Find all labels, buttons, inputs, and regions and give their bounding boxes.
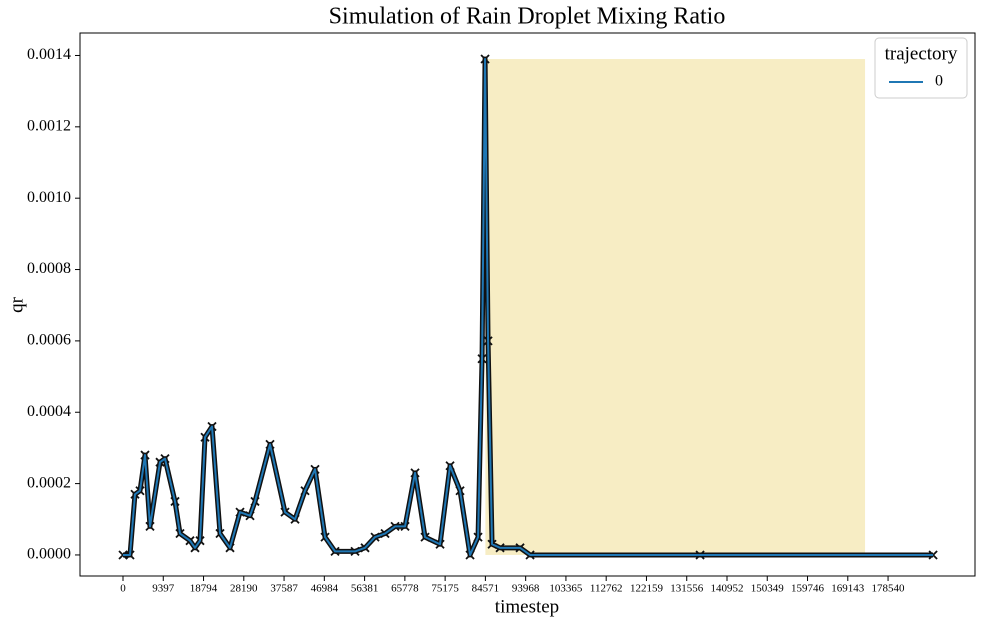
line [123,58,934,556]
y-tick-label: 0.0006 [27,332,71,349]
x-tick-label: 28190 [230,583,258,595]
x-tick-label: 140952 [710,583,743,595]
x-tick-label: 178540 [872,583,906,595]
x-tick-label: 103365 [549,583,583,595]
highlight-span [485,59,866,555]
x-tick-label: 159746 [791,583,825,595]
x-tick-label: 9397 [152,583,175,595]
legend-label: 0 [935,73,943,90]
x-tick-label: 56381 [351,583,379,595]
y-axis-label: qr [6,296,27,313]
x-axis-label: timestep [495,596,559,617]
x-tick-label: 75175 [431,583,459,595]
x-tick-label: 84571 [472,583,500,595]
x-tick-label: 18794 [190,583,218,595]
x-tick-label: 122159 [630,583,664,595]
chart-title: Simulation of Rain Droplet Mixing Ratio [329,4,726,30]
x-tick-label: 37587 [270,583,298,595]
x-tick-label: 0 [120,583,126,595]
legend-title: trajectory [885,43,958,64]
x-tick-label: 112762 [590,583,623,595]
y-tick-label: 0.0004 [27,403,71,420]
y-tick-label: 0.0012 [27,118,71,135]
x-tick-label: 65778 [391,583,419,595]
x-tick-label: 150349 [751,583,785,595]
x-tick-label: 169143 [831,583,865,595]
y-tick-label: 0.0014 [27,46,71,63]
plot-frame [79,32,976,577]
x-tick-label: 93968 [512,583,540,595]
y-tick-label: 0.0002 [27,474,71,491]
y-tick-label: 0.0000 [27,546,71,563]
y-tick-label: 0.0010 [27,189,71,206]
y-tick-label: 0.0008 [27,260,71,277]
x-tick-label: 46984 [311,583,339,595]
x-tick-label: 131556 [670,583,704,595]
